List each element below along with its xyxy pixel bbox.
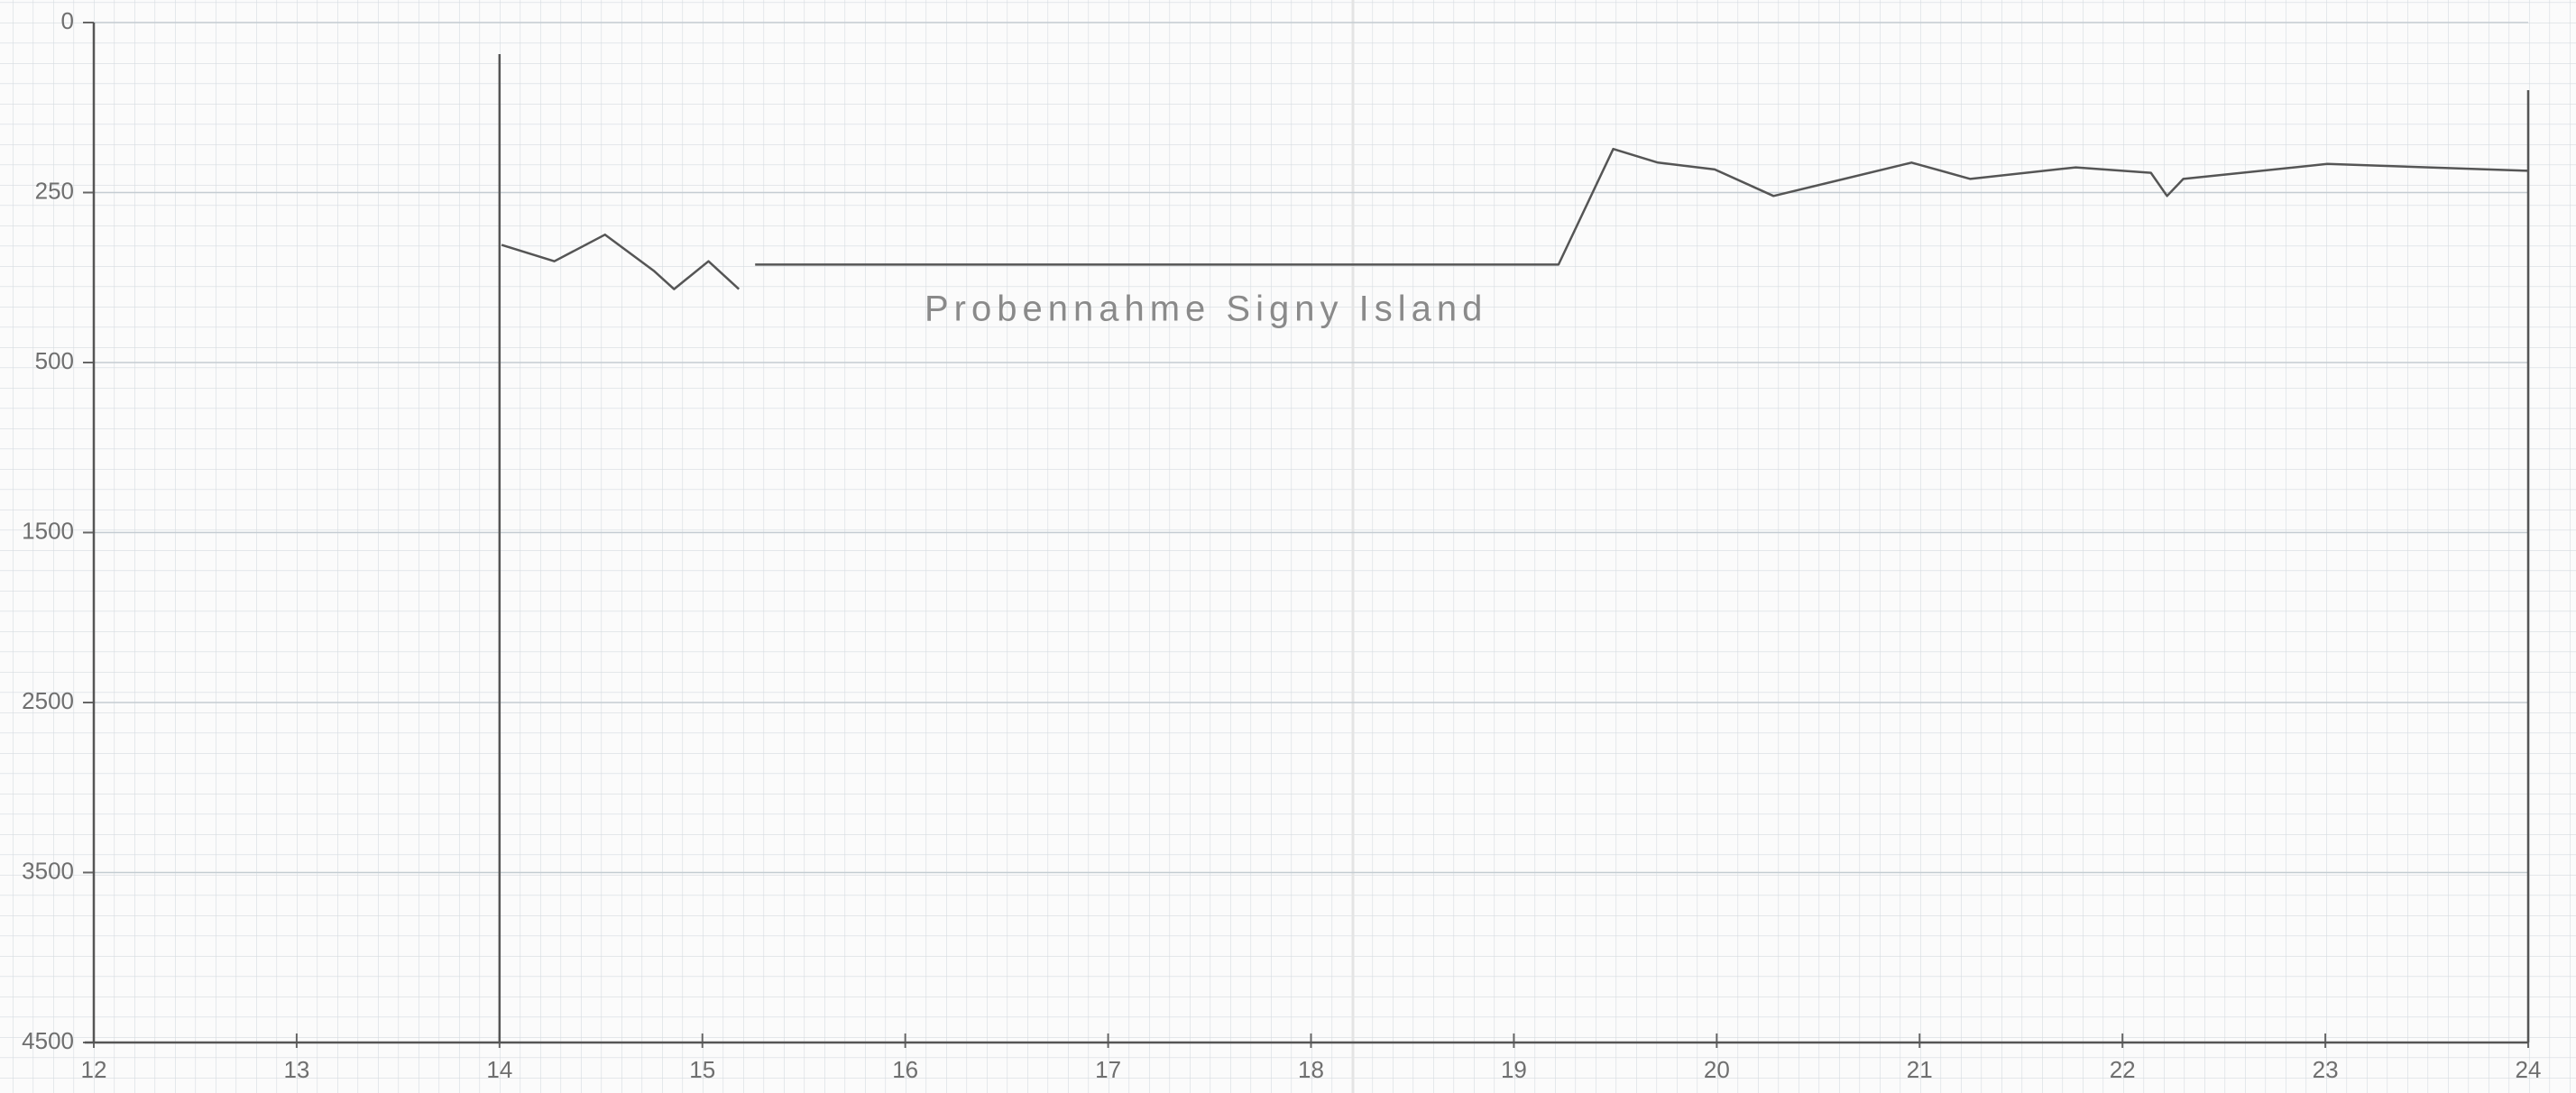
plot: 0 250 500 1500 2500 3500 4500 12 13 14 15 16 17 18 19 2… [22, 7, 2541, 1083]
y-tick-label: 2500 [22, 687, 74, 714]
x-tick-label: 22 [2110, 1056, 2136, 1083]
x-tick-label: 12 [81, 1056, 107, 1083]
x-tick-label: 21 [1907, 1056, 1933, 1083]
x-tick-label: 17 [1095, 1056, 1121, 1083]
y-tick-label: 3500 [22, 857, 74, 884]
y-tick-label: 1500 [22, 517, 74, 544]
x-tick-label: 20 [1704, 1056, 1730, 1083]
x-tick-label: 15 [689, 1056, 715, 1083]
x-tick-label: 16 [892, 1056, 918, 1083]
y-tick-label: 500 [35, 347, 74, 374]
x-tick-label: 14 [486, 1056, 512, 1083]
x-tick-label: 19 [1501, 1056, 1527, 1083]
x-tick-label: 23 [2313, 1056, 2339, 1083]
annotation: Probennahme Signy Island [925, 289, 1487, 329]
x-tick-label: 24 [2516, 1056, 2542, 1083]
x-tick-label: 18 [1298, 1056, 1324, 1083]
data-line [501, 147, 2529, 290]
x-tick-label: 13 [283, 1056, 309, 1083]
y-tick-label: 250 [35, 177, 74, 204]
y-tick-label: 4500 [22, 1027, 74, 1054]
y-tick-label: 0 [61, 7, 74, 34]
